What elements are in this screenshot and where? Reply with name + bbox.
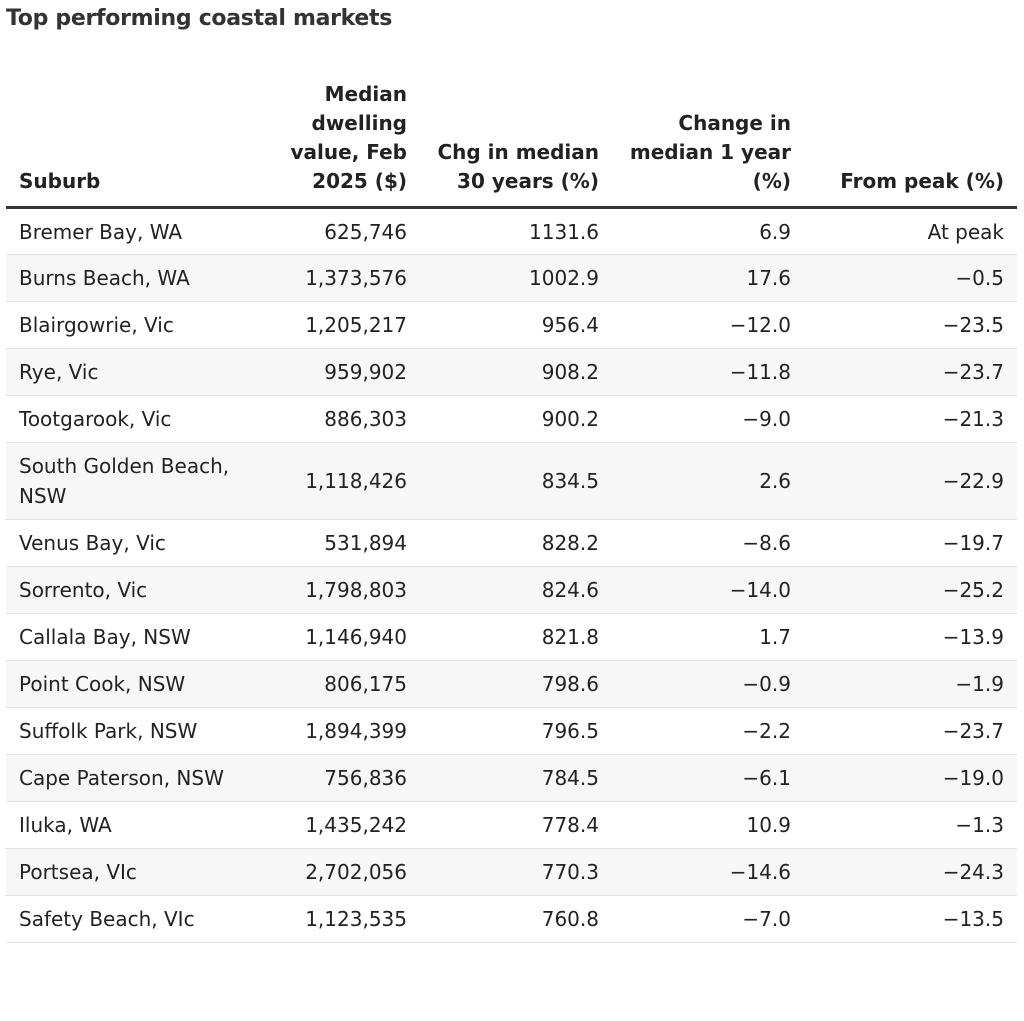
- cell-from-peak: −22.9: [804, 442, 1017, 520]
- cell-change-1-year: −0.9: [612, 660, 804, 708]
- table-body: Bremer Bay, WA 625,746 1131.6 6.9 At peak Bur…: [6, 207, 1017, 943]
- cell-change-1-year: 17.6: [612, 254, 804, 302]
- cell-change-1-year: −9.0: [612, 395, 804, 443]
- column-header-from-peak: From peak (%): [804, 80, 1017, 209]
- cell-median-value: 2,702,056: [264, 848, 420, 896]
- cell-median-value: 1,894,399: [264, 707, 420, 755]
- cell-from-peak: −23.7: [804, 348, 1017, 396]
- cell-change-30-years: 1131.6: [420, 207, 612, 255]
- cell-median-value: 806,175: [264, 660, 420, 708]
- cell-change-1-year: −7.0: [612, 895, 804, 943]
- cell-change-30-years: 798.6: [420, 660, 612, 708]
- cell-suburb: Bremer Bay, WA: [6, 207, 264, 255]
- cell-median-value: 1,435,242: [264, 801, 420, 849]
- cell-from-peak: −24.3: [804, 848, 1017, 896]
- cell-change-30-years: 834.5: [420, 442, 612, 520]
- cell-median-value: 886,303: [264, 395, 420, 443]
- cell-suburb: Point Cook, NSW: [6, 660, 264, 708]
- cell-suburb: Safety Beach, VIc: [6, 895, 264, 943]
- cell-suburb: Tootgarook, Vic: [6, 395, 264, 443]
- cell-change-30-years: 824.6: [420, 566, 612, 614]
- cell-from-peak: At peak: [804, 207, 1017, 255]
- column-header-change-30-years: Chg in median 30 years (%): [420, 80, 612, 209]
- cell-suburb: Iluka, WA: [6, 801, 264, 849]
- cell-change-1-year: −2.2: [612, 707, 804, 755]
- cell-change-1-year: −8.6: [612, 519, 804, 567]
- cell-from-peak: −1.3: [804, 801, 1017, 849]
- table-row: Sorrento, Vic 1,798,803 824.6 −14.0 −25.2: [6, 566, 1017, 614]
- table-row: Blairgowrie, Vic 1,205,217 956.4 −12.0 −23.5: [6, 301, 1017, 349]
- cell-change-30-years: 760.8: [420, 895, 612, 943]
- table-row: Rye, Vic 959,902 908.2 −11.8 −23.7: [6, 348, 1017, 396]
- table-row: Portsea, VIc 2,702,056 770.3 −14.6 −24.3: [6, 848, 1017, 896]
- table-row: Safety Beach, VIc 1,123,535 760.8 −7.0 −13.5: [6, 895, 1017, 943]
- cell-median-value: 531,894: [264, 519, 420, 567]
- header-row: Suburb Median dwelling value, Feb 2025 (…: [6, 80, 1017, 209]
- table-row: Tootgarook, Vic 886,303 900.2 −9.0 −21.3: [6, 395, 1017, 443]
- cell-median-value: 1,118,426: [264, 442, 420, 520]
- cell-change-30-years: 796.5: [420, 707, 612, 755]
- cell-from-peak: −23.5: [804, 301, 1017, 349]
- cell-suburb: Blairgowrie, Vic: [6, 301, 264, 349]
- cell-suburb: Sorrento, Vic: [6, 566, 264, 614]
- cell-change-1-year: −6.1: [612, 754, 804, 802]
- cell-change-1-year: 1.7: [612, 613, 804, 661]
- column-header-suburb: Suburb: [6, 80, 264, 209]
- cell-median-value: 1,373,576: [264, 254, 420, 302]
- cell-from-peak: −21.3: [804, 395, 1017, 443]
- cell-from-peak: −25.2: [804, 566, 1017, 614]
- table-row: Callala Bay, NSW 1,146,940 821.8 1.7 −13.9: [6, 613, 1017, 661]
- cell-change-30-years: 900.2: [420, 395, 612, 443]
- cell-from-peak: −13.9: [804, 613, 1017, 661]
- cell-change-30-years: 778.4: [420, 801, 612, 849]
- cell-change-30-years: 828.2: [420, 519, 612, 567]
- cell-from-peak: −0.5: [804, 254, 1017, 302]
- cell-from-peak: −19.0: [804, 754, 1017, 802]
- cell-from-peak: −23.7: [804, 707, 1017, 755]
- data-table: Suburb Median dwelling value, Feb 2025 (…: [6, 80, 1017, 943]
- cell-change-1-year: 10.9: [612, 801, 804, 849]
- cell-suburb: Rye, Vic: [6, 348, 264, 396]
- cell-change-30-years: 956.4: [420, 301, 612, 349]
- cell-median-value: 1,123,535: [264, 895, 420, 943]
- cell-suburb: Portsea, VIc: [6, 848, 264, 896]
- cell-change-1-year: −11.8: [612, 348, 804, 396]
- cell-change-1-year: 6.9: [612, 207, 804, 255]
- cell-from-peak: −13.5: [804, 895, 1017, 943]
- cell-suburb: Suffolk Park, NSW: [6, 707, 264, 755]
- cell-change-30-years: 770.3: [420, 848, 612, 896]
- table-row: Cape Paterson, NSW 756,836 784.5 −6.1 −19.0: [6, 754, 1017, 802]
- cell-median-value: 1,798,803: [264, 566, 420, 614]
- cell-change-1-year: −14.6: [612, 848, 804, 896]
- table-row: Iluka, WA 1,435,242 778.4 10.9 −1.3: [6, 801, 1017, 849]
- cell-suburb: Callala Bay, NSW: [6, 613, 264, 661]
- table-row: South Golden Beach, NSW 1,118,426 834.5 2.6…: [6, 442, 1017, 520]
- cell-change-30-years: 784.5: [420, 754, 612, 802]
- cell-median-value: 1,205,217: [264, 301, 420, 349]
- cell-suburb: Venus Bay, Vic: [6, 519, 264, 567]
- cell-median-value: 1,146,940: [264, 613, 420, 661]
- table-row: Suffolk Park, NSW 1,894,399 796.5 −2.2 −23.7: [6, 707, 1017, 755]
- cell-change-30-years: 908.2: [420, 348, 612, 396]
- table-row: Bremer Bay, WA 625,746 1131.6 6.9 At peak: [6, 207, 1017, 255]
- cell-from-peak: −19.7: [804, 519, 1017, 567]
- table-row: Burns Beach, WA 1,373,576 1002.9 17.6 −0.5: [6, 254, 1017, 302]
- cell-from-peak: −1.9: [804, 660, 1017, 708]
- cell-change-30-years: 821.8: [420, 613, 612, 661]
- cell-change-1-year: 2.6: [612, 442, 804, 520]
- cell-suburb: Burns Beach, WA: [6, 254, 264, 302]
- table-row: Venus Bay, Vic 531,894 828.2 −8.6 −19.7: [6, 519, 1017, 567]
- chart-title: Top performing coastal markets: [6, 6, 393, 31]
- cell-change-1-year: −12.0: [612, 301, 804, 349]
- column-header-change-1-year: Change in median 1 year (%): [612, 80, 804, 209]
- cell-suburb: South Golden Beach, NSW: [6, 442, 264, 520]
- cell-median-value: 756,836: [264, 754, 420, 802]
- table-row: Point Cook, NSW 806,175 798.6 −0.9 −1.9: [6, 660, 1017, 708]
- cell-change-30-years: 1002.9: [420, 254, 612, 302]
- cell-median-value: 959,902: [264, 348, 420, 396]
- cell-change-1-year: −14.0: [612, 566, 804, 614]
- column-header-median-value: Median dwelling value, Feb 2025 ($): [264, 80, 420, 209]
- cell-median-value: 625,746: [264, 207, 420, 255]
- cell-suburb: Cape Paterson, NSW: [6, 754, 264, 802]
